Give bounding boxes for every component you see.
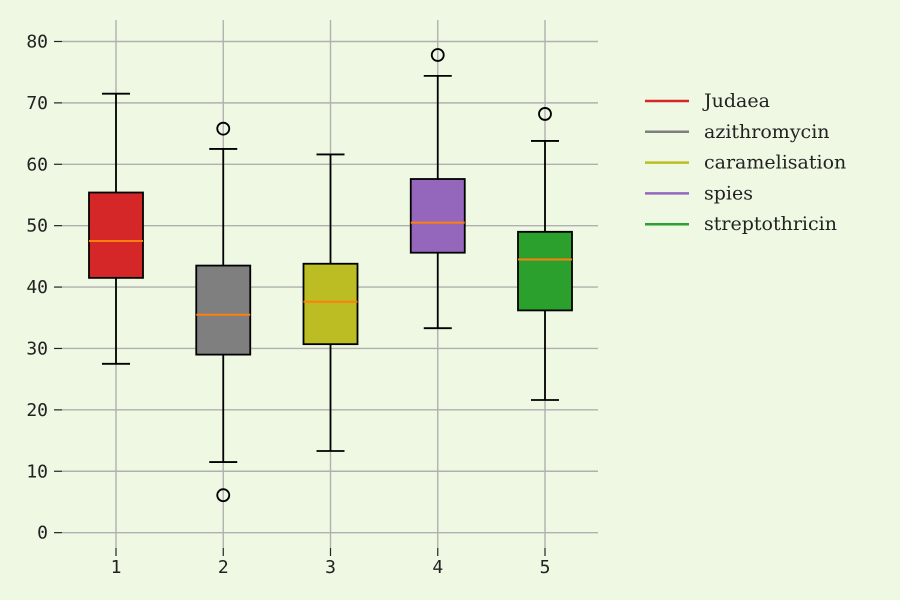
outlier-point bbox=[216, 488, 231, 503]
x-axis: 1 2 3 4 5 bbox=[111, 548, 551, 578]
legend: Judaea azithromycin caramelisation spies str… bbox=[645, 90, 846, 235]
legend-item: streptothricin bbox=[645, 213, 837, 235]
box-1 bbox=[88, 92, 144, 365]
legend-label: azithromycin bbox=[704, 121, 830, 143]
outlier-point bbox=[430, 48, 445, 62]
y-axis: 0 10 20 30 40 50 60 70 80 bbox=[26, 31, 62, 544]
outlier-point bbox=[216, 121, 231, 136]
box-body bbox=[302, 262, 359, 346]
legend-label: caramelisation bbox=[704, 152, 846, 174]
x-tick-label: 3 bbox=[325, 557, 336, 578]
x-tick-label: 4 bbox=[432, 557, 443, 578]
box-body bbox=[409, 178, 466, 254]
x-tick-label: 1 bbox=[111, 557, 122, 578]
y-tick-label: 70 bbox=[26, 93, 48, 114]
y-tick-label: 60 bbox=[26, 154, 48, 175]
y-tick-label: 20 bbox=[26, 400, 48, 421]
box-series bbox=[88, 48, 573, 503]
legend-label: Judaea bbox=[702, 90, 770, 112]
box-4 bbox=[409, 48, 466, 330]
y-tick-label: 40 bbox=[26, 277, 48, 298]
box-body bbox=[88, 191, 144, 279]
legend-label: spies bbox=[704, 182, 753, 204]
legend-label: streptothricin bbox=[704, 213, 837, 235]
x-tick-label: 5 bbox=[540, 557, 551, 578]
box-body bbox=[195, 264, 252, 356]
box-body bbox=[517, 230, 573, 312]
legend-item: spies bbox=[645, 182, 753, 204]
box-5 bbox=[517, 107, 573, 401]
y-tick-label: 30 bbox=[26, 338, 48, 359]
outlier-point bbox=[538, 107, 552, 121]
x-tick-label: 2 bbox=[218, 557, 229, 578]
legend-item: azithromycin bbox=[645, 121, 830, 143]
legend-item: Judaea bbox=[645, 90, 770, 112]
box-3 bbox=[302, 153, 359, 452]
y-tick-label: 50 bbox=[26, 216, 48, 237]
y-tick-label: 80 bbox=[26, 31, 48, 52]
y-tick-label: 10 bbox=[26, 461, 48, 482]
legend-item: caramelisation bbox=[645, 152, 846, 174]
y-tick-label: 0 bbox=[37, 523, 48, 544]
box-2 bbox=[195, 121, 252, 503]
